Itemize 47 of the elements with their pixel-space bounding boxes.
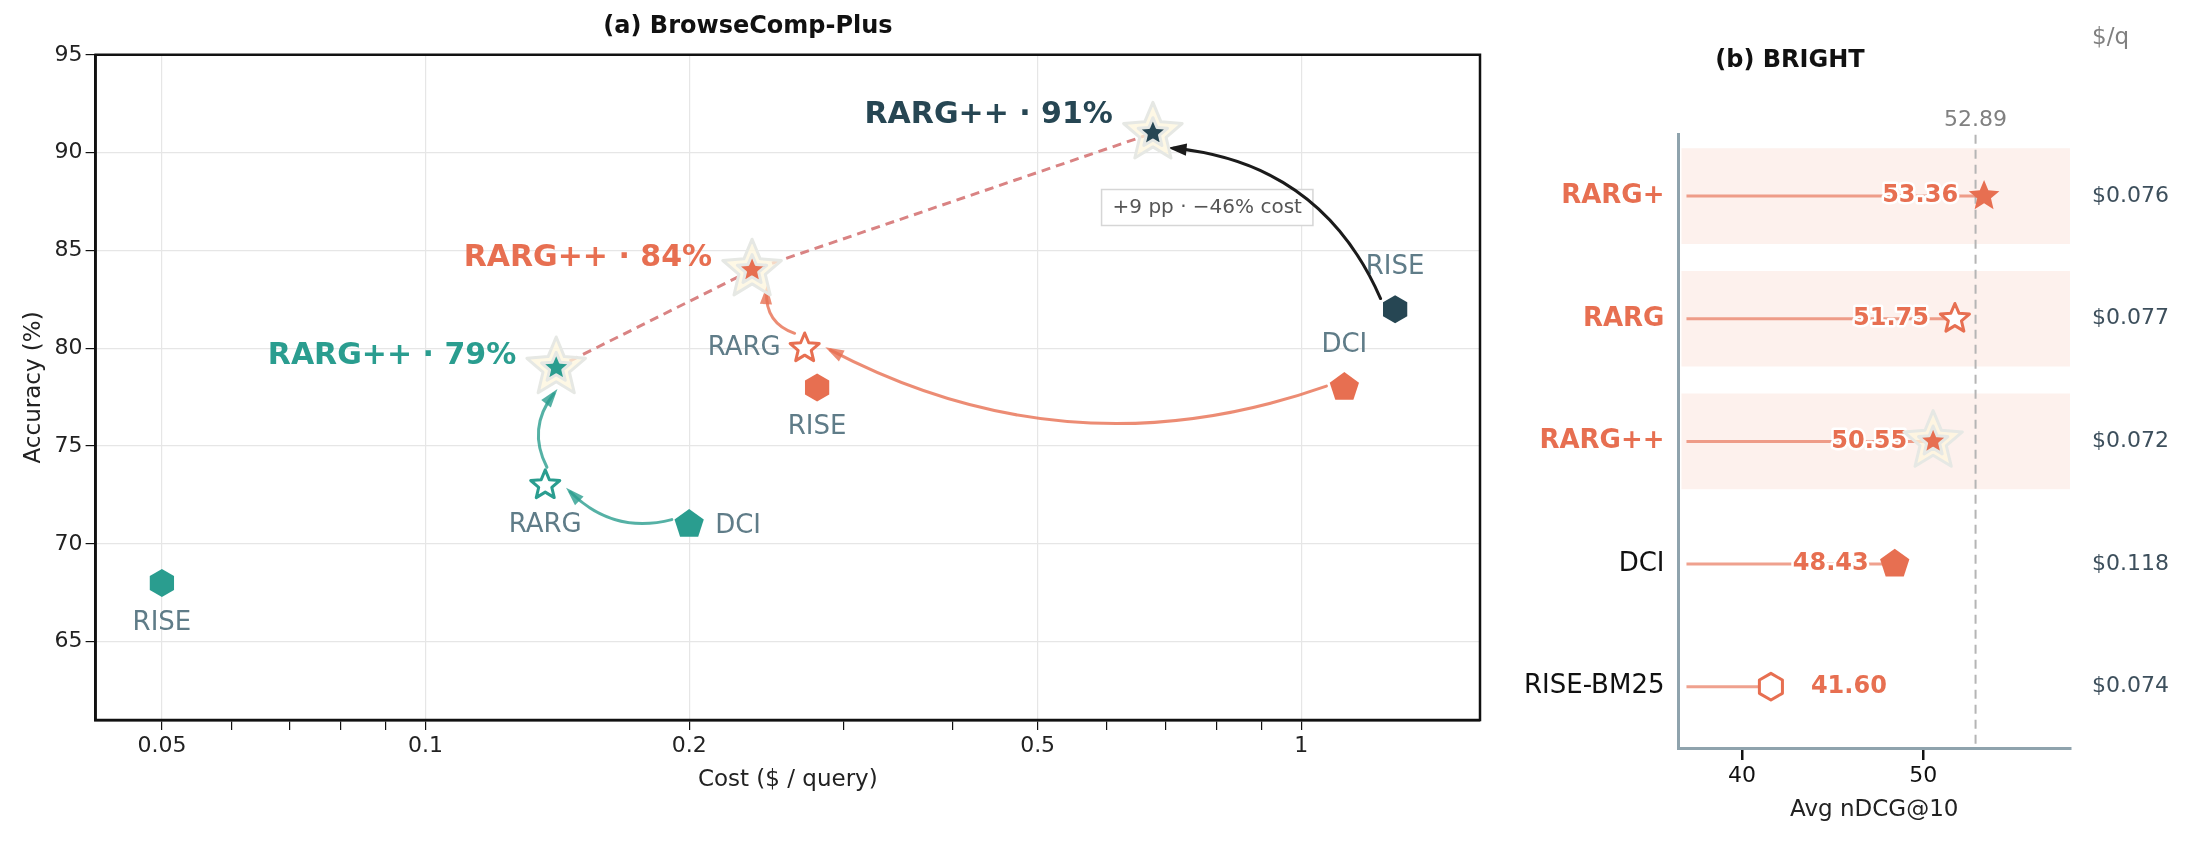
x-tick-label: 0.2 xyxy=(671,731,707,757)
data-label: RARG++ · 84% xyxy=(463,237,713,273)
y-tick-label: 95 xyxy=(54,40,83,66)
text: RARG xyxy=(508,507,582,538)
chart-title: (a) BrowseComp-Plus xyxy=(603,10,893,39)
point xyxy=(1968,180,2000,210)
series-label: RARG xyxy=(707,331,781,362)
chart-title: (b) BRIGHT xyxy=(1715,44,1866,73)
text: RISE xyxy=(1365,249,1425,280)
x-tick-label: 50 xyxy=(1909,761,1938,787)
y-tick-label: 80 xyxy=(54,333,83,359)
x-tick-label: 0.05 xyxy=(137,731,187,757)
y-tick-label: RARG+ xyxy=(1561,178,1665,209)
legend-label: DCI xyxy=(715,509,761,540)
text: $0.076 xyxy=(2092,181,2169,207)
x-tick-label: 40 xyxy=(1727,761,1756,787)
y-axis-title: Accuracy (%) xyxy=(18,311,45,464)
x-tick-label: 0.1 xyxy=(408,731,444,757)
text: DCI xyxy=(1321,328,1368,359)
y-tick-label: RARG++ xyxy=(1539,424,1665,455)
ref-line-label: 52.89 xyxy=(1944,105,2008,131)
x-axis-title: Avg nDCG@10 xyxy=(1790,795,1959,822)
y-tick-label: 75 xyxy=(54,431,83,457)
y-tick-label: 85 xyxy=(54,236,83,262)
series-label: RISE xyxy=(132,605,192,636)
text: $0.074 xyxy=(2092,672,2169,698)
y-tick-label: DCI xyxy=(1618,546,1665,577)
data-label: RARG++ · 91% xyxy=(864,94,1113,130)
text: $0.072 xyxy=(2092,427,2169,453)
text: RISE xyxy=(787,410,847,441)
data-label: 41.60 xyxy=(1810,670,1887,699)
y2-axis-title: $/q xyxy=(2092,22,2129,49)
point xyxy=(1757,671,1784,702)
point xyxy=(1880,548,1910,577)
y-tick-label: RARG xyxy=(1582,301,1665,332)
text: $0.077 xyxy=(2092,304,2169,330)
x-axis-title: Cost ($ / query) xyxy=(697,765,878,792)
y-tick-label: 65 xyxy=(54,627,83,653)
x-tick-label: 0.5 xyxy=(1020,731,1056,757)
y-tick-label: 70 xyxy=(54,529,83,555)
point xyxy=(1938,301,1971,333)
annotation: +9 pp · −46% cost xyxy=(1112,193,1303,218)
text: $0.118 xyxy=(2092,549,2169,575)
y-tick-label: RISE-BM25 xyxy=(1523,669,1665,700)
data-label: RARG++ · 79% xyxy=(267,335,517,371)
x-tick-label: 1 xyxy=(1294,731,1309,757)
y-tick-label: 90 xyxy=(54,138,83,164)
